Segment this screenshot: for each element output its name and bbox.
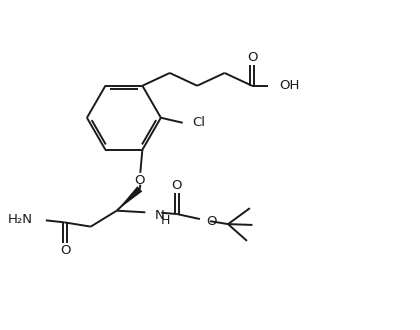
Polygon shape <box>117 186 142 211</box>
Text: H: H <box>160 214 170 227</box>
Text: H₂N: H₂N <box>8 214 33 226</box>
Text: O: O <box>60 244 71 257</box>
Text: OH: OH <box>279 79 300 92</box>
Text: N: N <box>155 209 164 222</box>
Text: O: O <box>206 214 216 228</box>
Text: O: O <box>247 51 257 64</box>
Text: O: O <box>134 174 144 187</box>
Text: Cl: Cl <box>192 116 205 129</box>
Text: O: O <box>172 180 182 192</box>
